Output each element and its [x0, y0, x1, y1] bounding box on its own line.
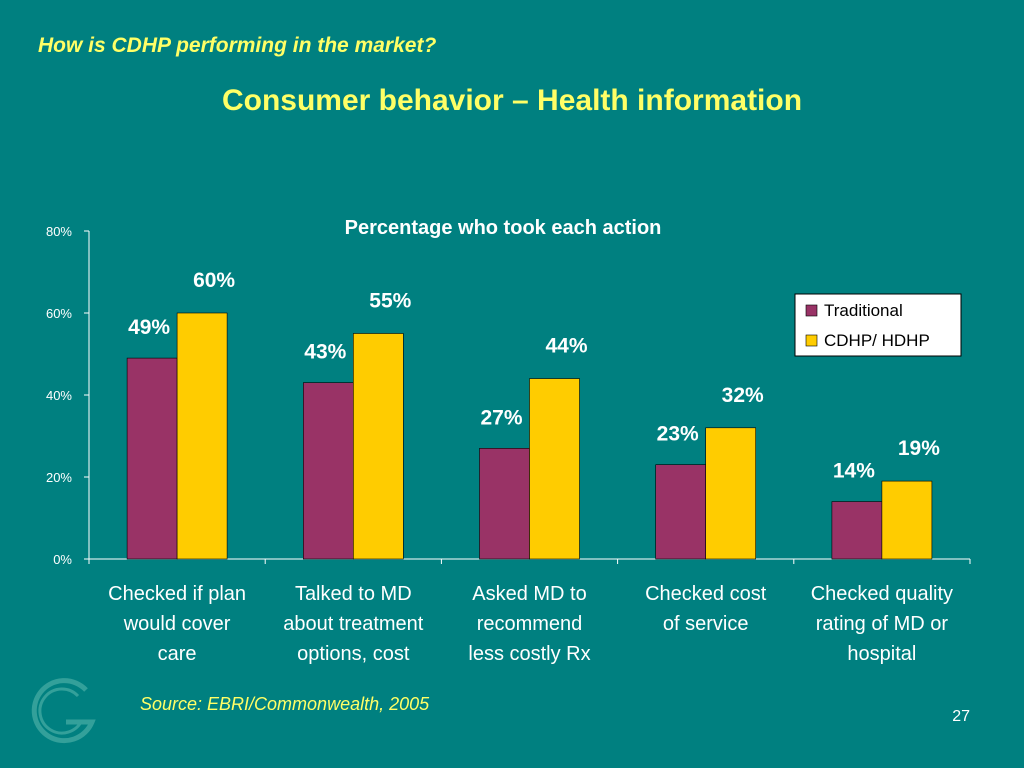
bar-cdhp: [529, 378, 580, 560]
legend-box: [794, 293, 962, 357]
legend-label-cdhp: CDHP/ HDHP: [824, 331, 930, 350]
chart-title: Percentage who took each action: [345, 217, 662, 239]
y-tick-label: 60%: [46, 306, 72, 321]
x-category-label: rating of MD or: [816, 613, 949, 635]
x-category-label: recommend: [477, 613, 583, 635]
bar-traditional: [831, 501, 883, 560]
data-label-cdhp: 44%: [545, 335, 587, 358]
source-note: Source: EBRI/Commonwealth, 2005: [140, 694, 430, 714]
bar-cdhp: [352, 333, 404, 560]
data-label-traditional: 49%: [128, 316, 170, 339]
bar-traditional: [655, 464, 707, 560]
bar-cdhp: [705, 427, 757, 560]
data-label-cdhp: 60%: [193, 269, 235, 292]
x-category-label: Checked cost: [645, 583, 767, 605]
x-category-label: would cover: [123, 613, 231, 635]
data-label-cdhp: 19%: [898, 437, 940, 460]
x-category-label: Checked if plan: [108, 583, 246, 605]
legend-swatch-cdhp: [805, 334, 818, 347]
x-category-label: less costly Rx: [468, 643, 590, 665]
g-logo-icon: [31, 678, 96, 744]
data-label-traditional: 23%: [657, 423, 699, 446]
x-category-label: Asked MD to: [472, 583, 586, 605]
data-label-traditional: 43%: [304, 341, 346, 364]
bar-cdhp: [176, 312, 228, 560]
bar-traditional: [479, 447, 530, 560]
slide-subtitle: How is CDHP performing in the market?: [38, 34, 437, 57]
bar-traditional: [302, 382, 354, 560]
y-tick-label: 40%: [46, 388, 72, 403]
page-number: 27: [952, 708, 970, 725]
data-label-cdhp: 55%: [369, 290, 411, 313]
data-label-traditional: 27%: [480, 406, 522, 429]
x-category-label: options, cost: [297, 643, 410, 665]
y-tick-label: 80%: [46, 224, 72, 239]
x-category-label: Checked quality: [811, 583, 953, 605]
bar-traditional: [126, 357, 178, 560]
x-category-label: Talked to MD: [295, 583, 412, 605]
x-category-label: care: [158, 643, 197, 665]
x-category-label: of service: [663, 613, 749, 635]
slide-title: Consumer behavior – Health information: [221, 84, 803, 117]
bar-cdhp: [881, 480, 933, 560]
x-category-label: hospital: [847, 643, 916, 665]
legend-swatch-traditional: [805, 304, 818, 317]
x-category-label: about treatment: [283, 613, 424, 635]
y-tick-label: 0%: [53, 552, 72, 567]
data-label-cdhp: 32%: [722, 384, 764, 407]
data-label-traditional: 14%: [833, 460, 875, 483]
y-tick-label: 20%: [46, 470, 72, 485]
legend-label-traditional: Traditional: [824, 301, 903, 320]
